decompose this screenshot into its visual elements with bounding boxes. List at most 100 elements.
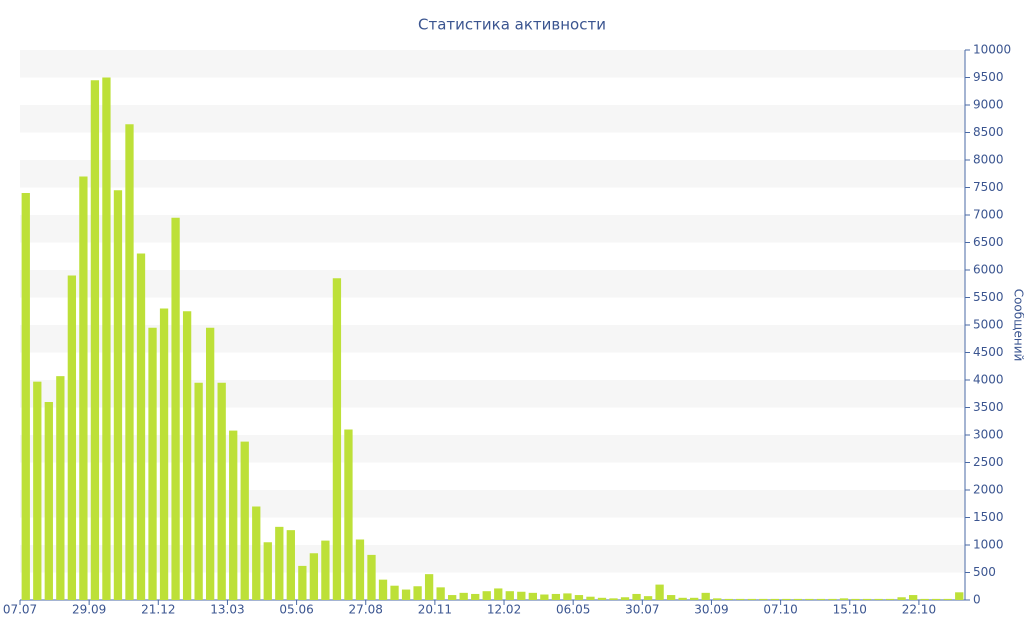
bar bbox=[436, 587, 445, 600]
bar bbox=[21, 193, 30, 600]
y-tick-label: 6500 bbox=[973, 235, 1004, 249]
bar bbox=[275, 526, 284, 600]
y-axis-label: Сообщений bbox=[1012, 289, 1024, 362]
bar bbox=[666, 595, 676, 600]
bar bbox=[413, 586, 422, 600]
y-tick-label: 2500 bbox=[973, 455, 1004, 469]
x-tick-label: 13.03 bbox=[210, 603, 244, 617]
bar bbox=[828, 598, 837, 600]
y-tick-label: 2000 bbox=[973, 483, 1004, 497]
grid-band bbox=[20, 270, 965, 298]
bar bbox=[136, 253, 146, 600]
bar bbox=[401, 589, 411, 600]
bar bbox=[874, 598, 883, 600]
y-tick-label: 4500 bbox=[973, 345, 1004, 359]
y-tick-label: 9500 bbox=[973, 70, 1004, 84]
bar bbox=[678, 597, 687, 600]
bar bbox=[505, 591, 514, 600]
y-tick-label: 3500 bbox=[973, 400, 1004, 414]
bar bbox=[182, 311, 192, 600]
bar bbox=[517, 591, 526, 600]
bar bbox=[482, 591, 491, 600]
bar bbox=[690, 597, 699, 600]
bar bbox=[113, 190, 123, 600]
bar bbox=[459, 592, 468, 600]
bar bbox=[816, 598, 826, 600]
bar bbox=[378, 579, 388, 600]
bar bbox=[736, 598, 745, 600]
bar bbox=[494, 588, 503, 600]
bar bbox=[574, 595, 584, 600]
bar bbox=[839, 598, 849, 600]
bar bbox=[782, 598, 791, 600]
bar bbox=[309, 553, 319, 600]
bar bbox=[885, 598, 895, 600]
y-tick-label: 3000 bbox=[973, 428, 1004, 442]
bar bbox=[448, 595, 457, 600]
bar bbox=[540, 594, 549, 600]
bar bbox=[206, 327, 215, 600]
x-tick-label: 06.05 bbox=[556, 603, 590, 617]
bar bbox=[229, 430, 238, 600]
y-tick-label: 5000 bbox=[973, 318, 1004, 332]
y-tick-label: 8000 bbox=[973, 153, 1004, 167]
bar bbox=[701, 592, 710, 600]
x-tick-label: 21.12 bbox=[141, 603, 175, 617]
x-tick-label: 30.09 bbox=[694, 603, 728, 617]
bar bbox=[263, 542, 272, 600]
bar bbox=[897, 597, 906, 600]
bar bbox=[551, 593, 561, 600]
bar bbox=[424, 574, 434, 600]
grid-band bbox=[20, 215, 965, 243]
x-tick-label: 29.09 bbox=[72, 603, 106, 617]
bar bbox=[148, 327, 157, 600]
y-tick-label: 8500 bbox=[973, 125, 1004, 139]
x-tick-label: 20.11 bbox=[418, 603, 452, 617]
grid-band bbox=[20, 160, 965, 188]
y-tick-label: 9000 bbox=[973, 98, 1004, 112]
y-tick-label: 6000 bbox=[973, 263, 1004, 277]
bar bbox=[805, 598, 814, 600]
bar bbox=[159, 308, 169, 600]
bar bbox=[620, 597, 630, 600]
bar bbox=[90, 80, 100, 600]
bar bbox=[344, 429, 353, 600]
x-tick-label: 30.07 bbox=[625, 603, 659, 617]
x-tick-label: 22.10 bbox=[902, 603, 936, 617]
bar bbox=[586, 596, 595, 600]
y-tick-label: 10000 bbox=[973, 43, 1011, 57]
bar bbox=[609, 598, 618, 600]
bar bbox=[56, 376, 65, 600]
bar bbox=[102, 77, 111, 600]
bar bbox=[528, 592, 537, 600]
y-tick-label: 500 bbox=[973, 565, 996, 579]
bar bbox=[252, 506, 261, 600]
bar bbox=[33, 381, 42, 600]
y-tick-label: 7000 bbox=[973, 208, 1004, 222]
y-tick-label: 1000 bbox=[973, 538, 1004, 552]
bar bbox=[793, 598, 803, 600]
bar bbox=[217, 382, 226, 600]
bar bbox=[713, 598, 722, 600]
x-tick-label: 05.06 bbox=[279, 603, 313, 617]
bar bbox=[759, 598, 768, 600]
bar bbox=[724, 598, 733, 600]
bar bbox=[367, 554, 376, 600]
bar bbox=[770, 598, 779, 600]
bar bbox=[597, 597, 607, 600]
y-tick-label: 7500 bbox=[973, 180, 1004, 194]
bar bbox=[67, 275, 77, 600]
bar bbox=[471, 593, 480, 600]
bar bbox=[321, 540, 330, 600]
bar bbox=[932, 598, 941, 600]
grid-band bbox=[20, 50, 965, 78]
bar bbox=[920, 598, 929, 600]
chart-title: Статистика активности bbox=[418, 16, 606, 34]
bar bbox=[563, 593, 572, 600]
bar bbox=[943, 598, 952, 600]
y-tick-label: 5500 bbox=[973, 290, 1004, 304]
bar bbox=[747, 598, 756, 600]
x-tick-label: 15.10 bbox=[833, 603, 867, 617]
bar bbox=[240, 441, 249, 600]
